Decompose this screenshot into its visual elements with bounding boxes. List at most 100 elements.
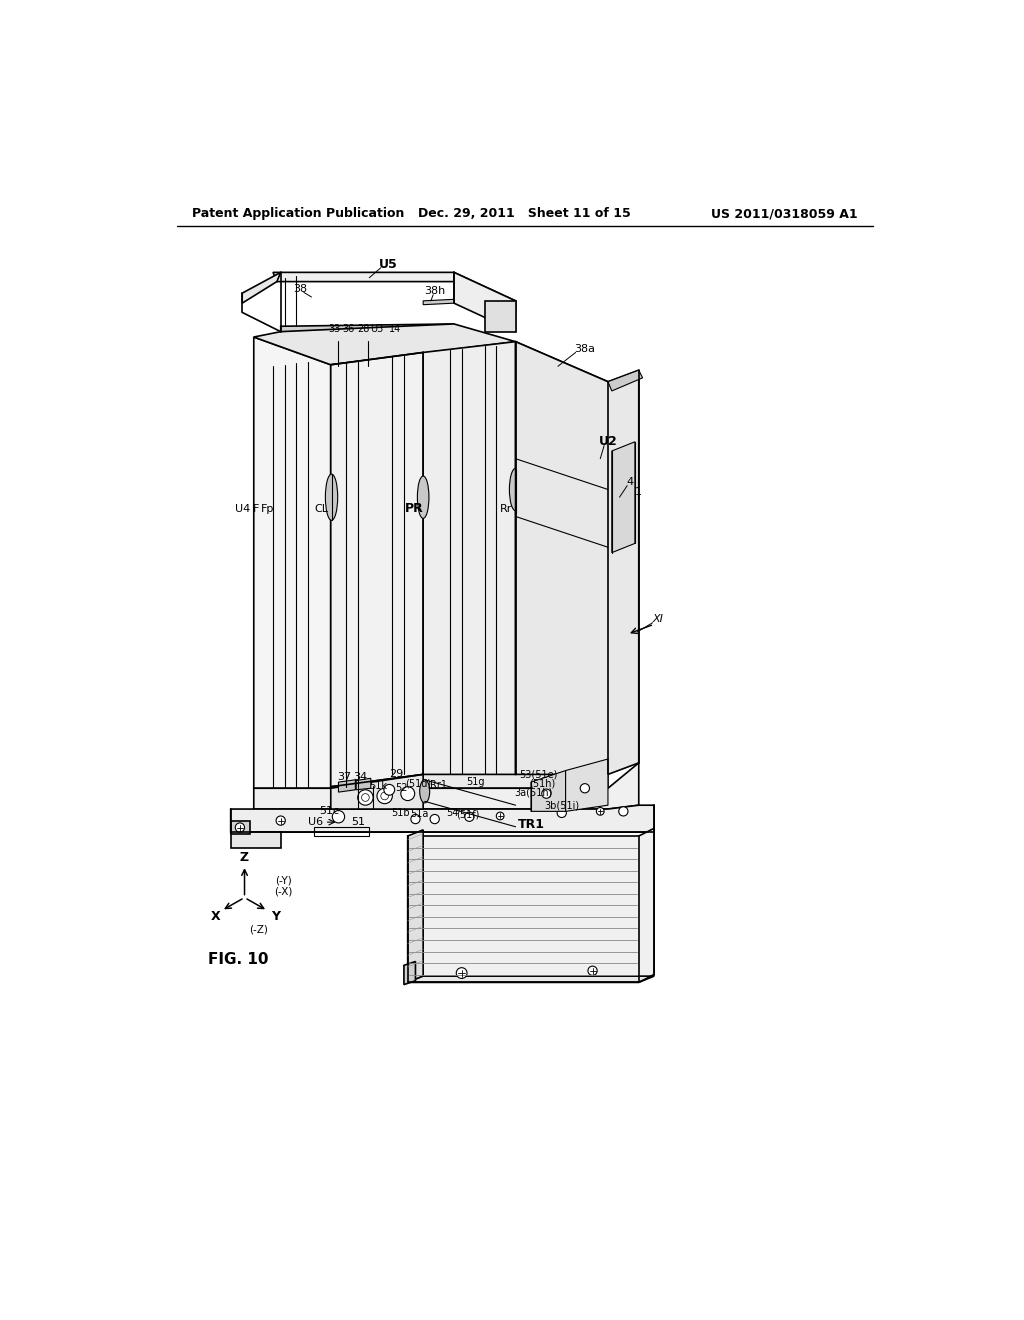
Text: U3: U3 [371, 325, 384, 334]
Polygon shape [331, 352, 423, 787]
Polygon shape [254, 323, 515, 364]
Polygon shape [331, 342, 608, 788]
Text: PR: PR [404, 502, 423, 515]
Text: XI: XI [652, 614, 664, 624]
Text: Fp: Fp [261, 504, 274, 513]
Circle shape [377, 788, 392, 804]
Text: US 2011/0318059 A1: US 2011/0318059 A1 [711, 207, 857, 220]
Polygon shape [281, 323, 458, 337]
Polygon shape [565, 759, 608, 812]
Circle shape [384, 784, 394, 795]
Text: Y: Y [270, 911, 280, 924]
Circle shape [430, 814, 439, 824]
Text: 1: 1 [635, 487, 642, 496]
Text: 36: 36 [342, 325, 354, 334]
Circle shape [465, 812, 474, 821]
Ellipse shape [406, 334, 418, 342]
Text: Rr: Rr [500, 504, 512, 513]
Circle shape [333, 810, 345, 822]
Text: (51h): (51h) [529, 779, 556, 788]
Circle shape [276, 816, 286, 825]
Circle shape [588, 966, 597, 975]
Polygon shape [356, 779, 371, 789]
Polygon shape [408, 829, 654, 982]
Circle shape [411, 814, 420, 824]
Polygon shape [243, 272, 281, 304]
Circle shape [357, 789, 373, 805]
Text: 14: 14 [388, 325, 400, 334]
Circle shape [457, 968, 467, 978]
Text: 33: 33 [329, 325, 341, 334]
Text: 38h: 38h [424, 286, 445, 296]
Text: (-Z): (-Z) [249, 925, 268, 935]
Polygon shape [423, 342, 515, 775]
Text: 51b: 51b [391, 808, 410, 818]
Ellipse shape [420, 780, 430, 803]
Text: 38: 38 [293, 284, 307, 294]
Text: 37: 37 [338, 772, 351, 783]
Ellipse shape [328, 335, 349, 346]
Text: 51g: 51g [466, 777, 484, 787]
Polygon shape [611, 442, 635, 553]
Text: U4: U4 [234, 504, 250, 513]
Ellipse shape [345, 337, 362, 345]
Text: 29: 29 [389, 770, 403, 779]
Polygon shape [515, 342, 639, 775]
Polygon shape [403, 961, 416, 985]
Polygon shape [408, 977, 654, 982]
Polygon shape [408, 830, 423, 982]
Text: Dec. 29, 2011   Sheet 11 of 15: Dec. 29, 2011 Sheet 11 of 15 [419, 207, 631, 220]
Text: F: F [253, 504, 259, 513]
Polygon shape [331, 775, 423, 809]
Polygon shape [484, 301, 515, 331]
Text: (-Y): (-Y) [274, 875, 292, 886]
Circle shape [557, 808, 566, 817]
Text: 51a: 51a [411, 809, 428, 818]
Text: X: X [211, 911, 220, 924]
Ellipse shape [509, 469, 521, 511]
Text: U6: U6 [308, 817, 323, 828]
Polygon shape [608, 370, 643, 391]
Text: Patent Application Publication: Patent Application Publication [193, 207, 404, 220]
Text: 3b(51i): 3b(51i) [544, 800, 580, 810]
Polygon shape [273, 272, 458, 281]
Circle shape [581, 784, 590, 793]
Text: 4: 4 [626, 477, 633, 487]
Text: 38a: 38a [574, 345, 595, 354]
Polygon shape [230, 821, 250, 834]
Circle shape [236, 822, 245, 832]
Text: U2: U2 [599, 436, 617, 449]
Circle shape [542, 789, 551, 799]
Text: (51f): (51f) [456, 809, 479, 820]
Text: Rr1: Rr1 [430, 780, 447, 791]
Ellipse shape [391, 335, 409, 343]
Text: FIG. 10: FIG. 10 [208, 952, 268, 966]
Text: U5: U5 [379, 259, 398, 271]
Text: 28: 28 [357, 325, 370, 334]
Text: 3a(51h): 3a(51h) [514, 788, 553, 797]
Polygon shape [339, 780, 355, 792]
Text: (-X): (-X) [273, 887, 292, 896]
Text: 51: 51 [350, 817, 365, 828]
Polygon shape [454, 272, 515, 310]
Polygon shape [531, 771, 565, 812]
Circle shape [497, 812, 504, 820]
Ellipse shape [360, 337, 375, 345]
Circle shape [596, 808, 604, 816]
Polygon shape [230, 805, 654, 832]
Circle shape [618, 807, 628, 816]
Text: 53(51e): 53(51e) [519, 770, 558, 779]
Ellipse shape [418, 477, 429, 519]
Text: 51k: 51k [370, 781, 387, 791]
Polygon shape [423, 300, 454, 305]
Text: CL: CL [314, 504, 329, 513]
Text: TR1: TR1 [517, 818, 545, 832]
Ellipse shape [326, 474, 338, 520]
Polygon shape [454, 272, 515, 331]
Polygon shape [230, 832, 281, 847]
Polygon shape [254, 763, 639, 809]
Text: 34: 34 [353, 772, 367, 783]
Text: 51c: 51c [319, 807, 339, 816]
Text: (51d): (51d) [406, 779, 431, 788]
Circle shape [400, 787, 415, 800]
